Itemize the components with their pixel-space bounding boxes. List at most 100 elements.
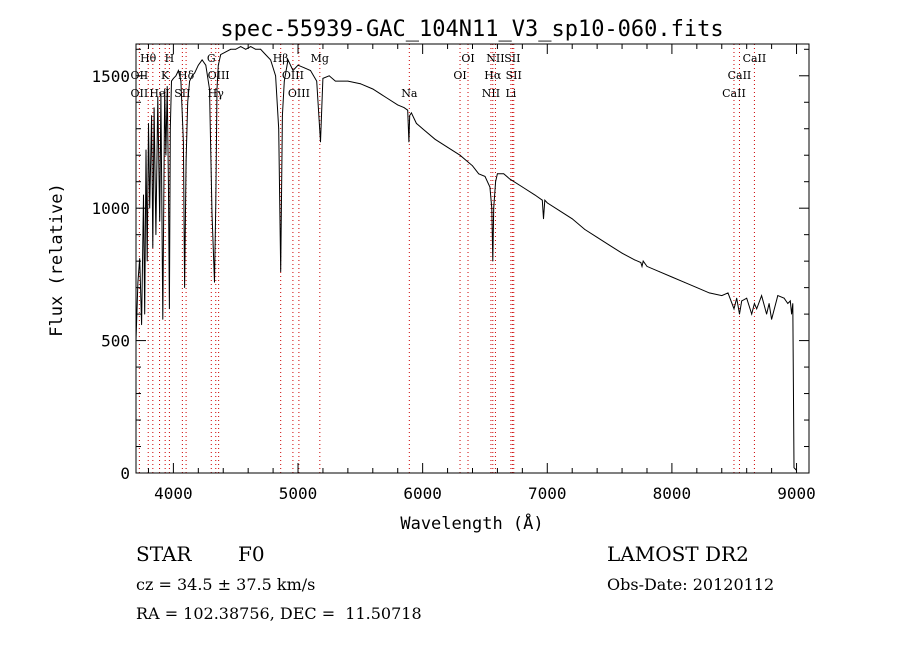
spectrum-point: [178, 70, 179, 71]
line-label: Hα: [484, 69, 502, 82]
spectrum-point: [571, 218, 573, 220]
spectrum-point: [751, 313, 753, 315]
x-tick-label: 9000: [777, 484, 816, 503]
x-tick-label: 5000: [279, 484, 318, 503]
spectrum-point: [220, 54, 222, 55]
spectrum-point: [137, 281, 139, 283]
obs-date: Obs-Date: 20120112: [607, 575, 775, 594]
spectrum-point: [372, 88, 374, 90]
line-label: NII: [482, 87, 500, 100]
spectrum-point: [609, 244, 610, 246]
y-tick-label: 0: [120, 464, 130, 483]
spectrum-point: [153, 107, 155, 108]
spectrum-line: [135, 46, 797, 471]
spectrum-point: [359, 83, 361, 85]
spectrum-point: [492, 260, 494, 262]
spectrum-point: [403, 107, 405, 108]
spectrum-point: [184, 287, 186, 288]
spectrum-point: [165, 154, 167, 156]
spectrum-point: [543, 218, 544, 220]
survey-name: LAMOST DR2: [607, 542, 749, 566]
spectrum-point: [209, 88, 210, 90]
spectrum-point: [168, 181, 169, 183]
spectrum-point: [245, 48, 247, 50]
spectrum-point: [489, 186, 491, 188]
spectrum-point: [739, 313, 740, 315]
spectrum-point: [139, 258, 141, 259]
spectrum-point: [173, 78, 174, 79]
spectrum-point: [472, 165, 473, 167]
line-label: Na: [401, 87, 418, 100]
spectrum-point: [761, 295, 762, 296]
spectrum-point: [335, 80, 336, 82]
spectrum-point: [187, 101, 189, 103]
spectrum-point: [621, 252, 623, 254]
spectrum-point: [189, 80, 191, 82]
plot-frame: [135, 43, 810, 474]
spectrum-point: [155, 234, 157, 236]
line-label: Hγ: [208, 87, 225, 100]
spectrum-point: [642, 260, 644, 262]
line-label: Mg: [311, 52, 329, 65]
spectrum-point: [534, 194, 536, 196]
spectrum-point: [310, 70, 311, 71]
spectrum-point: [640, 262, 642, 263]
spectrum-point: [144, 313, 146, 315]
spectrum-point: [240, 46, 242, 47]
spectrum-point: [756, 308, 758, 310]
x-tick-label: 6000: [403, 484, 442, 503]
line-label: OII: [131, 69, 149, 82]
spectrum-point: [225, 51, 227, 53]
spectrum-point: [671, 276, 673, 278]
spectrum-point: [169, 308, 170, 310]
spectrum-point: [766, 313, 767, 315]
spectral-subclass: F0: [238, 542, 265, 566]
spectrum-point: [771, 319, 772, 320]
spectrum-point: [191, 75, 193, 77]
spectrum-point: [411, 112, 412, 114]
spectrum-point: [434, 138, 436, 140]
line-label: OI: [453, 69, 466, 82]
spectrum-point: [194, 72, 196, 74]
spectrum-point: [793, 467, 795, 469]
spectrum-point: [789, 300, 791, 302]
spectrum-point: [230, 48, 232, 50]
spectrum-point: [278, 128, 280, 130]
spectrum-point: [235, 48, 237, 50]
spectrum-point: [169, 128, 171, 130]
spectrum-point: [478, 173, 480, 175]
spectrum-point: [416, 123, 417, 124]
spectrum-point: [260, 48, 261, 50]
spectrum-point: [484, 176, 486, 177]
spectrum-point: [197, 64, 199, 66]
line-label: OIII: [288, 87, 310, 100]
spectrum-point: [684, 281, 685, 283]
spectrum-point: [522, 186, 523, 188]
line-markers-layer: [138, 44, 755, 473]
spectrum-point: [145, 149, 147, 151]
line-labels-layer: Hθ OII OII HK HeI Hδ SII G OIII Hγ Hβ OIII OIII Mg Na O…: [131, 52, 767, 100]
spectrum-point: [151, 115, 153, 116]
spectrum-point: [503, 173, 505, 175]
spectrum-point: [447, 146, 448, 148]
spectrum-point: [211, 213, 213, 214]
spectrum-point: [216, 88, 218, 90]
spectrum-point: [736, 297, 738, 299]
spectrum-point: [320, 141, 321, 143]
spectrum-point: [328, 75, 330, 77]
line-label: K: [161, 69, 170, 82]
y-tick-label: 500: [101, 332, 130, 351]
y-tick-label: 1000: [91, 199, 130, 218]
spectrum-point: [164, 88, 166, 90]
line-label: SII: [506, 69, 522, 82]
spectrum-point: [152, 247, 154, 249]
spectrum-point: [408, 141, 410, 143]
spectrum-point: [292, 70, 294, 71]
spectrum-point: [171, 80, 172, 82]
spectrum-point: [459, 154, 461, 156]
line-label: Hδ: [178, 69, 195, 82]
spectrum-point: [148, 123, 149, 124]
spectrum-point: [754, 303, 755, 304]
line-label: CaII: [722, 87, 746, 100]
spectrum-point: [183, 141, 184, 143]
